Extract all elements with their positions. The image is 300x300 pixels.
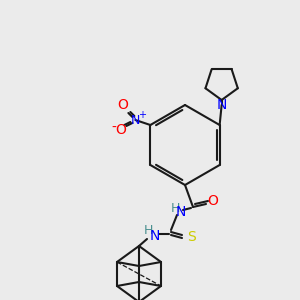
Text: H: H <box>170 202 180 214</box>
Text: N: N <box>150 229 160 243</box>
Text: O: O <box>117 98 128 112</box>
Text: N: N <box>217 98 227 112</box>
Text: N: N <box>176 205 186 219</box>
Text: O: O <box>208 194 218 208</box>
Text: H: H <box>143 224 153 238</box>
Text: S: S <box>187 230 195 244</box>
Text: O: O <box>115 123 126 137</box>
Text: +: + <box>138 110 146 120</box>
Text: -: - <box>111 121 116 135</box>
Text: N: N <box>131 113 140 127</box>
